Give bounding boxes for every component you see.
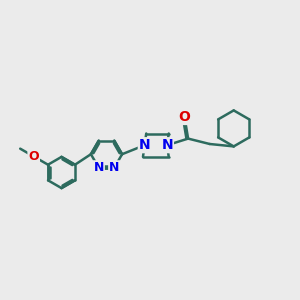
- Text: N: N: [139, 138, 150, 152]
- Text: N: N: [161, 138, 173, 152]
- Text: N: N: [109, 161, 119, 174]
- Text: O: O: [178, 110, 190, 124]
- Text: N: N: [94, 161, 104, 174]
- Text: O: O: [28, 150, 39, 163]
